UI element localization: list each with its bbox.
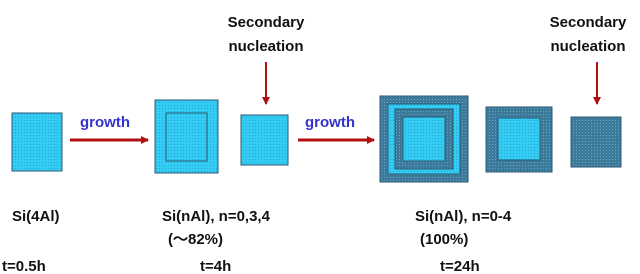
annotation: nucleation [550, 38, 625, 55]
diagram: growth growth Secondary nucleation Secon… [0, 0, 640, 274]
composition: Si(nAl), n=0,3,4 [162, 208, 271, 225]
growth-label: growth [305, 114, 355, 131]
growth-label: growth [80, 114, 130, 131]
composition: Si(4Al) [12, 208, 60, 225]
composition: Si(nAl), n=0-4 [415, 208, 512, 225]
crystal [241, 115, 288, 165]
annotation: nucleation [228, 38, 303, 55]
crystal [12, 113, 62, 171]
time: t=24h [440, 258, 480, 274]
fraction: (100%) [420, 231, 468, 248]
crystal [571, 117, 621, 167]
annotation: Secondary [228, 14, 305, 31]
crystal-core [166, 113, 207, 161]
time: t=4h [200, 258, 231, 274]
annotation: Secondary [550, 14, 627, 31]
time: t=0.5h [2, 258, 46, 274]
crystal-core [498, 118, 540, 160]
crystal-core [403, 117, 445, 161]
fraction: (～82%) [168, 231, 223, 248]
